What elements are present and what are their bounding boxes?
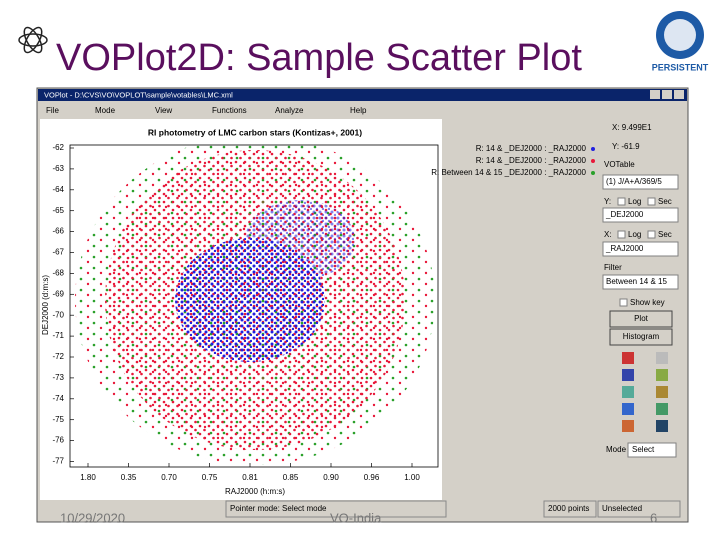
- y-tick-label: -68: [52, 269, 64, 278]
- x-tick-label: 0.85: [283, 473, 299, 482]
- y-tick-label: -69: [52, 289, 64, 298]
- checkbox-label[interactable]: Sec: [658, 230, 672, 239]
- y-tick-label: -63: [52, 164, 64, 173]
- dropdown[interactable]: (1) J/A+A/369/5: [606, 177, 662, 186]
- slide-title: VOPlot2D: Sample Scatter Plot: [56, 37, 582, 79]
- dropdown[interactable]: Between 14 & 15: [606, 277, 667, 286]
- y-tick-label: -70: [52, 310, 64, 319]
- checkbox-label[interactable]: Show key: [630, 298, 665, 307]
- y-tick-label: -74: [52, 394, 64, 403]
- x-tick-label: 0.90: [323, 473, 339, 482]
- button[interactable]: Histogram: [623, 332, 660, 341]
- x-tick-label: 0.75: [202, 473, 218, 482]
- checkbox-label[interactable]: Log: [628, 197, 641, 206]
- checkbox-label[interactable]: Sec: [658, 197, 672, 206]
- label: Mode: [606, 445, 627, 454]
- status-text: Pointer mode: Select mode: [230, 504, 327, 513]
- legend-label: R: 14 & _DEJ2000 : _RAJ2000: [476, 144, 587, 153]
- legend-swatch: [591, 147, 595, 151]
- legend-swatch: [591, 159, 595, 163]
- footer-date: 10/29/2020: [60, 510, 125, 525]
- logo: PERSISTENT: [652, 11, 709, 72]
- atom-icon: [18, 26, 48, 54]
- x-axis-label: RAJ2000 (h:m:s): [225, 487, 285, 496]
- x-tick-label: 1.80: [80, 473, 96, 482]
- y-tick-label: -73: [52, 373, 64, 382]
- plot-frame: [69, 144, 439, 468]
- label: VOTable: [604, 160, 635, 169]
- y-tick-label: -75: [52, 415, 64, 424]
- dropdown[interactable]: _RAJ2000: [605, 244, 644, 253]
- status-cell: [543, 500, 597, 518]
- menu-item[interactable]: Mode: [95, 106, 116, 115]
- x-tick-label: 0.96: [364, 473, 380, 482]
- y-tick-label: -66: [52, 227, 64, 236]
- status-cell: [597, 500, 681, 518]
- x-readout: X: 9.499E1: [612, 123, 652, 132]
- x-tick-label: 0.81: [242, 473, 258, 482]
- footer-page: 6: [650, 510, 657, 525]
- y-tick-label: -65: [52, 206, 64, 215]
- x-tick-label: 0.70: [161, 473, 177, 482]
- footer-center: VO-India: [330, 510, 382, 525]
- app-window: VOPlot - D:\CVS\VO\VOPLOT\sample\votable…: [36, 87, 689, 523]
- checkbox-label[interactable]: Log: [628, 230, 641, 239]
- legend-label: R: Between 14 & 15 _DEJ2000 : _RAJ2000: [431, 168, 586, 177]
- y-tick-label: -62: [52, 143, 64, 152]
- plot-title: RI photometry of LMC carbon stars (Konti…: [148, 127, 362, 137]
- scatter-cloud: [75, 145, 435, 465]
- status-text: Unselected: [602, 504, 642, 513]
- dropdown[interactable]: Select: [632, 445, 655, 454]
- y-tick-label: -67: [52, 248, 64, 257]
- label: Filter: [604, 263, 622, 272]
- status-cell: [225, 500, 447, 518]
- menu-item[interactable]: Functions: [212, 106, 247, 115]
- window-title: VOPlot - D:\CVS\VO\VOPLOT\sample\votable…: [44, 90, 233, 99]
- toolbar-icons[interactable]: [622, 352, 668, 432]
- menu-item[interactable]: Help: [350, 106, 367, 115]
- dropdown[interactable]: _DEJ2000: [605, 210, 644, 219]
- label: Y:: [604, 197, 611, 206]
- legend-label: R: 14 & _DEJ2000 : _RAJ2000: [476, 156, 587, 165]
- x-tick-label: 1.00: [404, 473, 420, 482]
- y-readout: Y: -61.9: [612, 142, 640, 151]
- menu-item[interactable]: View: [155, 106, 172, 115]
- y-tick-label: -77: [52, 457, 64, 466]
- y-axis-label: DEJ2000 (d:m:s): [41, 275, 50, 335]
- button[interactable]: Plot: [634, 314, 649, 323]
- y-tick-label: -71: [52, 331, 64, 340]
- y-tick-label: -64: [52, 185, 64, 194]
- y-tick-label: -72: [52, 352, 64, 361]
- status-text: 2000 points: [548, 504, 589, 513]
- label: X:: [604, 230, 612, 239]
- x-tick-label: 0.35: [121, 473, 137, 482]
- logo-text: PERSISTENT: [652, 62, 709, 72]
- menu-item[interactable]: Analyze: [275, 106, 304, 115]
- y-tick-label: -76: [52, 436, 64, 445]
- side-panel: X: 9.499E1 Y: -61.9 VOTable (1) J/A+A/36…: [602, 123, 679, 458]
- legend-swatch: [591, 171, 595, 175]
- menu-item[interactable]: File: [46, 106, 59, 115]
